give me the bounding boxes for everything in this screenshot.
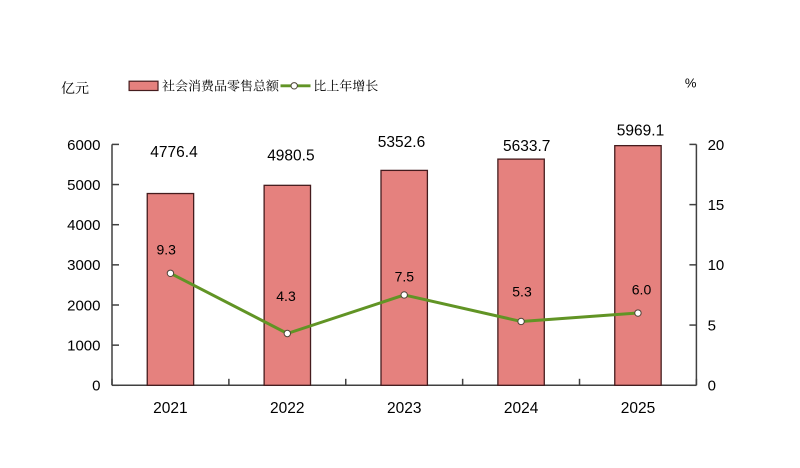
svg-text:4776.4: 4776.4 (150, 144, 198, 161)
svg-text:%: % (685, 76, 697, 91)
svg-text:2021: 2021 (153, 400, 187, 417)
svg-text:5000: 5000 (67, 177, 100, 194)
svg-text:15: 15 (708, 197, 725, 214)
svg-text:7.5: 7.5 (395, 269, 415, 285)
svg-text:4980.5: 4980.5 (267, 148, 314, 165)
svg-text:4000: 4000 (67, 217, 100, 234)
svg-text:10: 10 (708, 257, 725, 274)
svg-text:2025: 2025 (621, 400, 655, 417)
svg-text:2022: 2022 (270, 400, 304, 417)
svg-text:6.0: 6.0 (632, 282, 652, 298)
svg-text:4.3: 4.3 (276, 288, 296, 304)
svg-text:1000: 1000 (67, 338, 100, 355)
svg-text:5352.6: 5352.6 (378, 134, 425, 151)
svg-text:0: 0 (92, 378, 100, 395)
svg-text:5633.7: 5633.7 (503, 138, 550, 155)
svg-text:5: 5 (708, 318, 716, 335)
svg-text:0: 0 (708, 378, 716, 395)
svg-text:2000: 2000 (67, 297, 100, 314)
svg-text:5969.1: 5969.1 (617, 122, 664, 139)
svg-text:2024: 2024 (504, 400, 539, 417)
svg-text:9.3: 9.3 (156, 241, 176, 257)
svg-text:5.3: 5.3 (512, 283, 532, 299)
svg-text:6000: 6000 (67, 137, 100, 154)
svg-text:2023: 2023 (387, 400, 421, 417)
svg-text:3000: 3000 (67, 257, 100, 274)
svg-text:20: 20 (708, 137, 725, 154)
